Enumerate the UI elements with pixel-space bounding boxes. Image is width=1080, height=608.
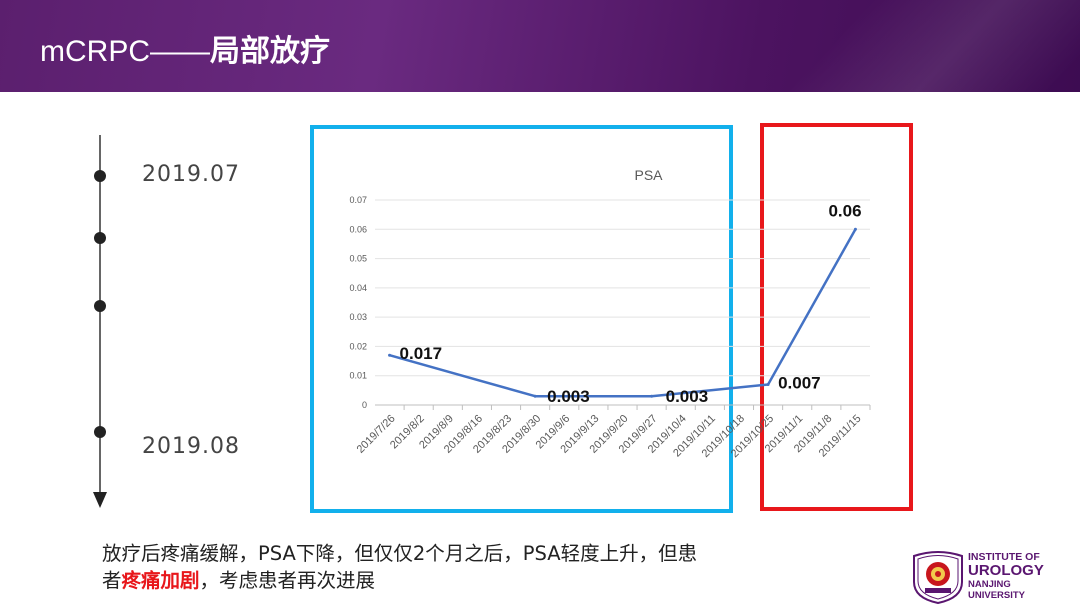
data-point: [533, 394, 537, 398]
logo-line-3: NANJING: [968, 579, 1011, 590]
caption-line-2-end: ，考虑患者再次进展: [199, 569, 376, 592]
logo-line-1: INSTITUTE OF: [968, 551, 1040, 563]
timeline-dot: [94, 170, 106, 182]
data-label: 0.06: [828, 201, 861, 220]
timeline: [93, 135, 107, 508]
y-tick-label: 0.03: [349, 312, 367, 322]
data-label: 0.003: [547, 387, 590, 406]
psa-series-line: [389, 228, 857, 398]
caption-line-2: 者疼痛加剧，考虑患者再次进展: [102, 567, 802, 594]
title-prefix: mCRPC——: [40, 35, 210, 68]
y-tick-label: 0.02: [349, 341, 367, 351]
y-tick-label: 0.01: [349, 371, 367, 381]
caption-line-1: 放疗后疼痛缓解，PSA下降，但仅仅2个月之后，PSA轻度上升，但患: [102, 542, 698, 565]
data-point: [766, 383, 770, 386]
y-tick-label: 0: [362, 400, 367, 410]
y-tick-label: 0.07: [349, 195, 367, 205]
data-label: 0.003: [666, 387, 709, 406]
timeline-dot: [94, 426, 106, 438]
institute-logo-emblem: [913, 551, 963, 604]
timeline-end-label: 2019.08: [142, 434, 240, 459]
slide-title: mCRPC——局部放疗: [40, 26, 330, 70]
caption-line-2-start: 者: [102, 569, 122, 592]
data-point: [853, 227, 857, 231]
logo-line-2: UROLOGY: [968, 562, 1044, 579]
caption-emphasis: 疼痛加剧: [121, 569, 200, 592]
y-tick-label: 0.06: [349, 224, 367, 234]
data-point: [650, 394, 654, 398]
header-banner: mCRPC——局部放疗: [0, 0, 1080, 92]
data-label: 0.007: [778, 374, 821, 393]
timeline-dot: [94, 232, 106, 244]
y-tick-label: 0.04: [349, 283, 367, 293]
caption: 放疗后疼痛缓解，PSA下降，但仅仅2个月之后，PSA轻度上升，但患 者疼痛加剧，…: [102, 540, 802, 594]
psa-line-chart: PSA 0 0.01 0.02 0.03 0.04 0.05 0.06 0.07 2019/7/2…: [349, 167, 871, 460]
title-main: 局部放疗: [210, 34, 330, 69]
timeline-start-label: 2019.07: [142, 162, 240, 187]
data-point: [388, 353, 392, 357]
y-tick-label: 0.05: [349, 254, 367, 264]
chart-title: PSA: [634, 167, 663, 183]
logo-text: INSTITUTE OF UROLOGY NANJING UNIVERSITY: [968, 551, 1044, 601]
x-tick-label: 2019/7/26: [355, 413, 398, 456]
blue-highlight-box: [310, 125, 733, 513]
logo-line-4: UNIVERSITY: [968, 590, 1026, 601]
data-label: 0.017: [400, 344, 443, 363]
timeline-dot: [94, 300, 106, 312]
header-shine: [687, 0, 1080, 92]
timeline-arrow-icon: [93, 492, 107, 508]
